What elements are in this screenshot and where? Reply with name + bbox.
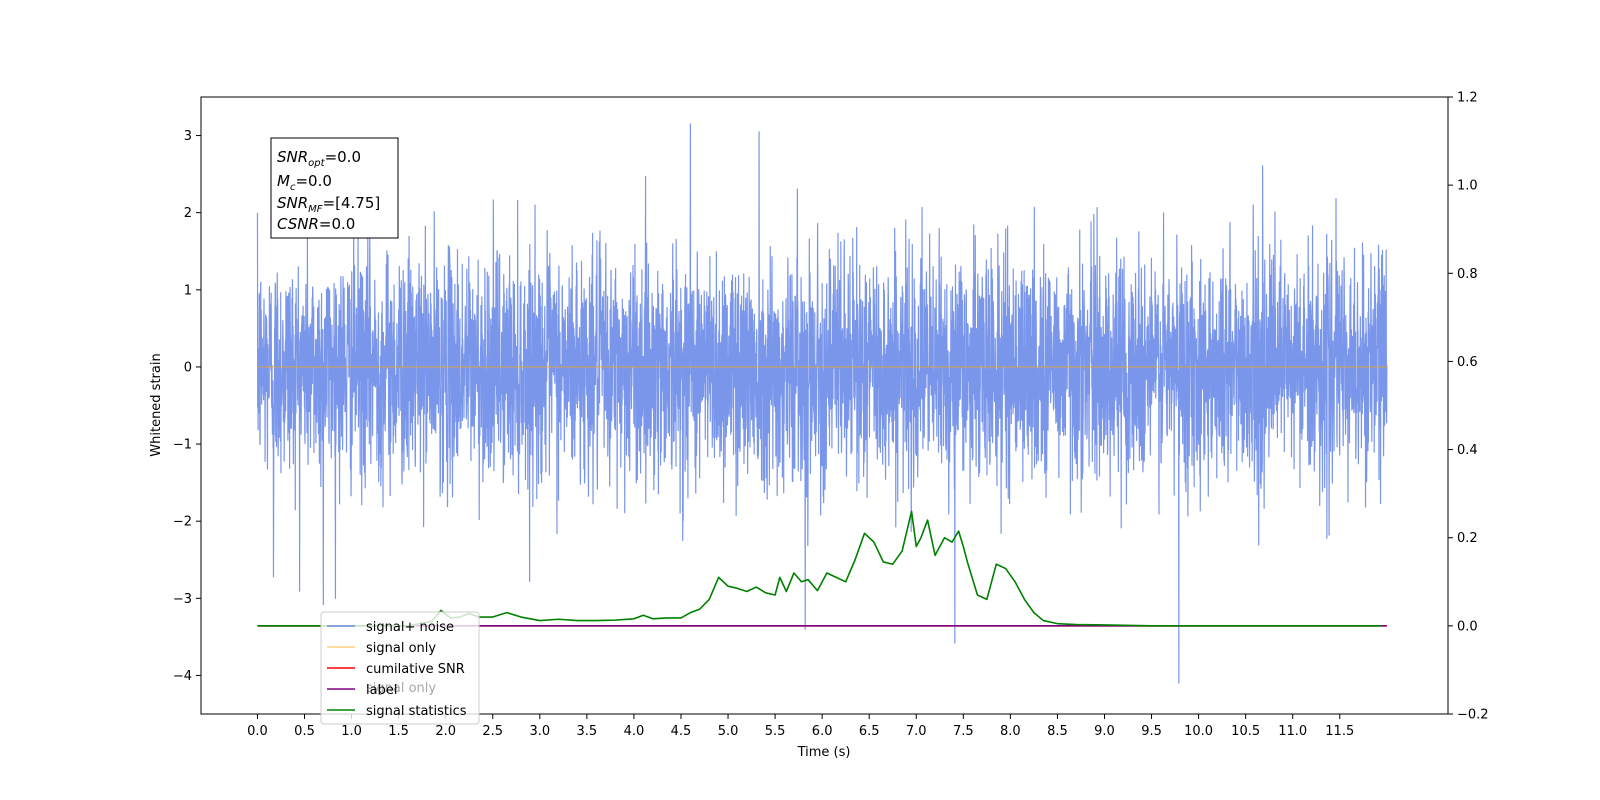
x-tick-label: 7.5 — [953, 724, 974, 739]
y-tick-label: −2 — [173, 515, 192, 530]
info-line-snr-opt: SNRopt=0.0 — [277, 148, 361, 169]
y-tick-label: 0 — [184, 360, 192, 375]
x-tick-label: 2.5 — [482, 724, 503, 739]
y-tick-label: 1 — [184, 283, 192, 298]
x-tick-label: 9.0 — [1094, 724, 1115, 739]
info-line-snr-mf: SNRMF=[4.75] — [277, 194, 380, 215]
y-tick-label: 2 — [184, 206, 192, 221]
y2-tick-label: 0.8 — [1457, 267, 1478, 282]
legend-label: label — [366, 683, 397, 698]
legend-frame — [320, 611, 480, 725]
x-tick-label: 5.5 — [765, 724, 786, 739]
legend-ghost-text: signal only — [366, 681, 436, 696]
legend-label: cumilative SNR — [366, 662, 465, 677]
y2-tick-label: −0.2 — [1457, 708, 1489, 723]
x-tick-label: 7.0 — [906, 724, 927, 739]
x-tick-label: 10.0 — [1184, 724, 1213, 739]
y2-tick-label: 1.0 — [1457, 179, 1478, 194]
legend-item-cumulative-snr: cumilative SNR — [327, 662, 465, 677]
x-tick-label: 10.5 — [1231, 724, 1260, 739]
y2-axis-ticks: −0.2 0.0 0.2 0.4 0.6 0.8 1.0 1.2 — [1448, 91, 1489, 723]
x-tick-label: 11.5 — [1325, 724, 1354, 739]
info-box: SNRopt=0.0 Mc=0.0 SNRMF=[4.75] CSNR=0.0 — [270, 137, 399, 239]
y-tick-label: −1 — [173, 438, 192, 453]
y2-tick-label: 0.6 — [1457, 355, 1478, 370]
x-tick-label: 6.0 — [812, 724, 833, 739]
x-tick-label: 0.5 — [294, 724, 315, 739]
y2-tick-label: 0.4 — [1457, 443, 1478, 458]
x-tick-label: 11.0 — [1278, 724, 1307, 739]
info-line-mc: Mc=0.0 — [277, 172, 332, 193]
x-tick-label: 6.5 — [859, 724, 880, 739]
x-tick-label: 4.5 — [671, 724, 692, 739]
legend-item-signal-noise: signal+ noise — [327, 620, 454, 635]
legend-item-label: label — [327, 683, 397, 698]
y2-tick-label: 0.2 — [1457, 531, 1478, 546]
x-tick-label: 2.0 — [435, 724, 456, 739]
series-line-signal-noise — [256, 123, 1388, 684]
x-tick-label: 9.5 — [1141, 724, 1162, 739]
legend: signal only signal+ noise signal only cumi… — [320, 611, 480, 725]
y2-tick-label: 1.2 — [1457, 91, 1478, 106]
legend-label: signal statistics — [366, 704, 467, 719]
y2-tick-label: 0.0 — [1457, 619, 1478, 634]
y-axis-label: Whitened strain — [149, 353, 164, 456]
x-tick-label: 4.0 — [624, 724, 645, 739]
y-tick-label: 3 — [184, 129, 192, 144]
legend-item-signal-statistics: signal statistics — [327, 704, 467, 719]
x-tick-label: 3.5 — [577, 724, 598, 739]
y-tick-label: −3 — [173, 592, 192, 607]
x-tick-label: 8.5 — [1047, 724, 1068, 739]
x-tick-label: 1.0 — [341, 724, 362, 739]
x-tick-label: 8.0 — [1000, 724, 1021, 739]
x-tick-label: 0.0 — [247, 724, 268, 739]
y-tick-label: −4 — [173, 669, 192, 684]
legend-label: signal only — [366, 641, 436, 656]
x-tick-label: 5.0 — [718, 724, 739, 739]
info-box-frame — [270, 137, 399, 239]
signal-noise-series — [256, 123, 1388, 684]
x-tick-label: 1.5 — [388, 724, 409, 739]
info-line-csnr: CSNR=0.0 — [277, 215, 355, 233]
series-line-signal-statistics — [257, 510, 1383, 627]
x-tick-label: 3.0 — [529, 724, 550, 739]
plot-area — [256, 123, 1388, 684]
y-axis-ticks: −4 −3 −2 −1 0 1 2 3 — [173, 129, 201, 684]
x-axis-ticks: 0.0 0.5 1.0 1.5 2.0 2.5 3.0 3.5 4.0 4.5 5.0 5.5 6.0 6… — [247, 714, 1354, 739]
legend-item-signal-only: signal only — [327, 641, 436, 656]
x-axis-label: Time (s) — [797, 745, 851, 760]
legend-label: signal+ noise — [366, 620, 454, 635]
axes-frame — [200, 96, 1449, 715]
